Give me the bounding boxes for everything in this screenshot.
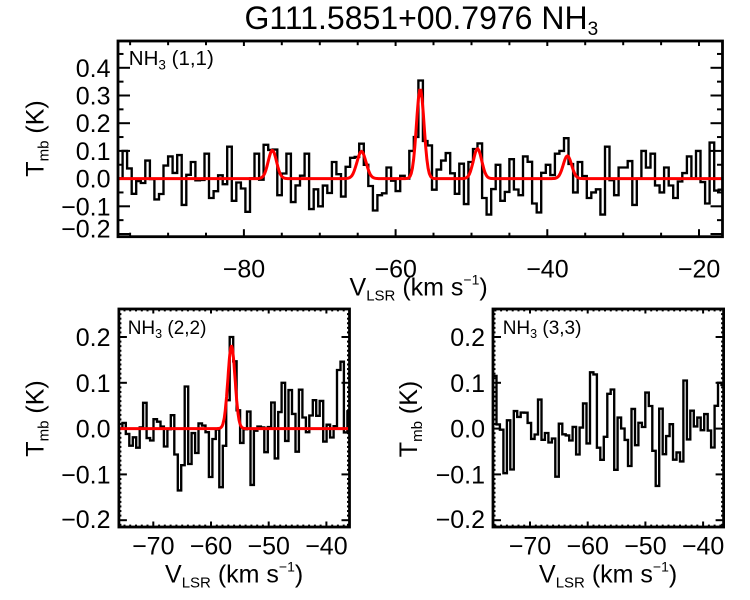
svg-text:−0.2: −0.2 xyxy=(61,506,110,534)
svg-text:NH3 (2,2): NH3 (2,2) xyxy=(128,318,207,341)
svg-text:−80: −80 xyxy=(223,256,265,284)
svg-text:0.1: 0.1 xyxy=(76,138,111,166)
svg-text:−60: −60 xyxy=(566,533,608,561)
svg-text:0.4: 0.4 xyxy=(76,55,111,83)
svg-text:NH3 (1,1): NH3 (1,1) xyxy=(129,47,214,73)
svg-text:0.0: 0.0 xyxy=(450,416,485,444)
svg-text:−40: −40 xyxy=(682,533,724,561)
svg-text:−60: −60 xyxy=(374,256,416,284)
svg-text:−0.1: −0.1 xyxy=(436,461,485,489)
svg-text:0.2: 0.2 xyxy=(450,324,485,352)
svg-text:Tmb (K): Tmb (K) xyxy=(22,380,53,456)
svg-text:−50: −50 xyxy=(624,533,666,561)
svg-text:−40: −40 xyxy=(305,533,347,561)
svg-text:0.2: 0.2 xyxy=(76,110,111,138)
svg-text:0.0: 0.0 xyxy=(76,416,111,444)
svg-text:0.2: 0.2 xyxy=(76,324,111,352)
svg-text:−0.1: −0.1 xyxy=(61,193,110,221)
svg-text:G111.5851+00.7976 NH3: G111.5851+00.7976 NH3 xyxy=(245,0,599,40)
svg-text:−70: −70 xyxy=(509,533,551,561)
svg-text:0.1: 0.1 xyxy=(76,370,111,398)
svg-text:−20: −20 xyxy=(678,256,720,284)
svg-text:0.0: 0.0 xyxy=(76,166,111,194)
svg-text:NH3 (3,3): NH3 (3,3) xyxy=(503,318,582,341)
svg-text:−0.2: −0.2 xyxy=(61,216,110,244)
svg-text:−40: −40 xyxy=(526,256,568,284)
svg-text:0.3: 0.3 xyxy=(76,83,111,111)
svg-text:0.1: 0.1 xyxy=(450,370,485,398)
svg-text:−60: −60 xyxy=(190,533,232,561)
svg-text:−0.1: −0.1 xyxy=(61,461,110,489)
svg-text:−70: −70 xyxy=(132,533,174,561)
svg-text:Tmb (K): Tmb (K) xyxy=(22,100,53,176)
svg-text:−50: −50 xyxy=(247,533,289,561)
svg-text:−0.2: −0.2 xyxy=(436,506,485,534)
svg-text:Tmb (K): Tmb (K) xyxy=(395,381,426,457)
